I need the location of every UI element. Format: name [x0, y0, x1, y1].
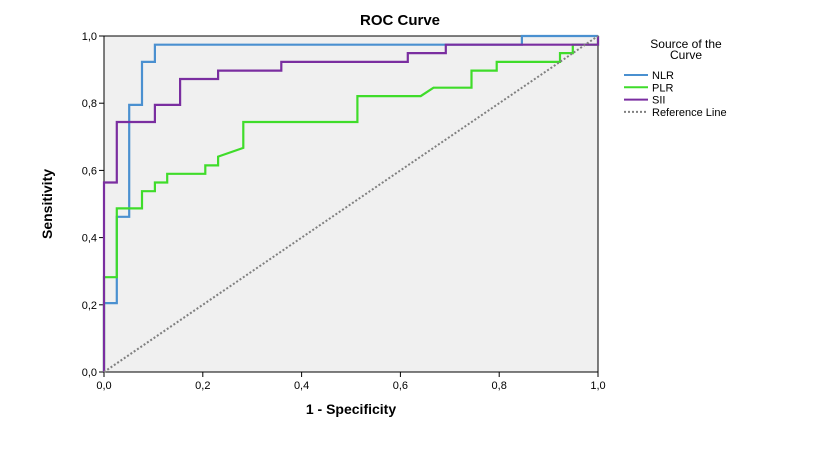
legend-title: Curve — [670, 48, 702, 62]
x-tick-label: 0,4 — [294, 380, 309, 392]
legend-label: PLR — [652, 82, 673, 94]
legend-label: Reference Line — [652, 107, 727, 119]
y-axis-title: Sensitivity — [39, 169, 55, 239]
y-tick-label: 0,8 — [82, 98, 97, 110]
series-line-reference-line — [103, 35, 599, 373]
series-layer — [102, 34, 600, 373]
axis-ticks: 0,0 0,2 0,4 0,6 0,8 1,0 0,0 0,2 0,4 0,6 0,8 1,0 — [82, 31, 606, 392]
y-tick-label: 0,4 — [82, 233, 97, 245]
series-line-plr — [102, 36, 600, 372]
y-tick-label: 0,2 — [82, 300, 97, 312]
x-tick-label: 0,8 — [492, 380, 507, 392]
legend-label: SII — [652, 95, 665, 107]
x-tick-label: 1,0 — [590, 380, 605, 392]
x-axis-title: 1 - Specificity — [306, 401, 396, 417]
legend-title: Source of the — [650, 37, 722, 51]
x-tick-label: 0,2 — [195, 380, 210, 392]
y-tick-label: 0,6 — [82, 165, 97, 177]
series-line-sii — [102, 36, 600, 372]
chart-title: ROC Curve — [360, 12, 440, 29]
y-tick-label: 1,0 — [82, 31, 97, 43]
x-tick-label: 0,0 — [96, 380, 111, 392]
x-tick-label: 0,6 — [393, 380, 408, 392]
legend-label: NLR — [652, 70, 674, 82]
y-tick-label: 0,0 — [82, 367, 97, 379]
